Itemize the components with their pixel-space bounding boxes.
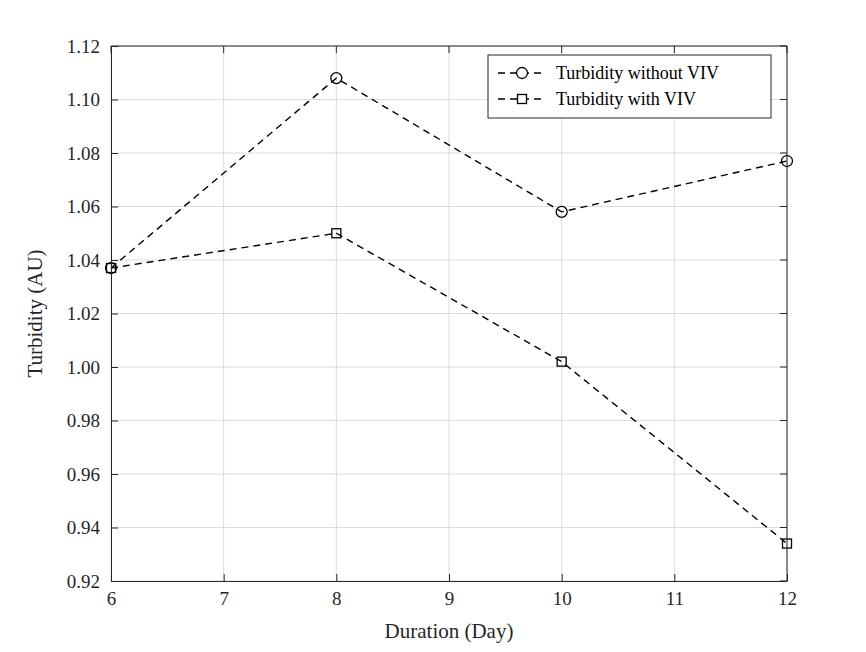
tick-label: 1.00 bbox=[67, 357, 100, 378]
tick-mark bbox=[336, 46, 337, 53]
tick-mark bbox=[111, 207, 118, 208]
series-marker bbox=[331, 73, 342, 84]
tick-label: 6 bbox=[107, 588, 117, 609]
legend-marker bbox=[517, 68, 528, 79]
tick: 1.08 bbox=[67, 143, 118, 164]
tick-label: 0.96 bbox=[67, 464, 100, 485]
series-line bbox=[111, 78, 787, 268]
tick-mark bbox=[780, 420, 787, 421]
tick-label: 1.08 bbox=[67, 143, 100, 164]
grid-line-y bbox=[111, 527, 787, 528]
tick-mark bbox=[449, 46, 450, 53]
tick-mark bbox=[780, 313, 787, 314]
tick-label: 7 bbox=[219, 588, 229, 609]
grid bbox=[111, 46, 787, 581]
tick-mark bbox=[674, 46, 675, 53]
tick: 11 bbox=[666, 574, 684, 609]
tick-label: 1.12 bbox=[67, 36, 100, 57]
tick-mark bbox=[780, 46, 787, 47]
data-area bbox=[106, 73, 793, 548]
tick-mark bbox=[780, 206, 787, 207]
tick-mark bbox=[780, 260, 787, 261]
tick-mark bbox=[336, 574, 337, 581]
tick-mark bbox=[111, 260, 118, 261]
grid-line-y bbox=[111, 420, 787, 421]
tick-label: 9 bbox=[445, 588, 455, 609]
legend-box bbox=[488, 55, 771, 118]
plot-background bbox=[111, 46, 787, 581]
grid-line-y bbox=[111, 206, 787, 207]
tick-label: 10 bbox=[553, 588, 572, 609]
tick-mark bbox=[561, 46, 562, 53]
tick-mark bbox=[780, 99, 787, 100]
tick: 1.06 bbox=[67, 196, 118, 217]
series-line bbox=[111, 233, 787, 543]
tick-mark bbox=[111, 153, 118, 154]
grid-line-y bbox=[111, 153, 787, 154]
tick-mark bbox=[780, 153, 787, 154]
tick: 1.00 bbox=[67, 357, 118, 378]
tick: 0.98 bbox=[67, 410, 118, 431]
tick: 1.12 bbox=[67, 36, 118, 57]
tick-label: 0.98 bbox=[67, 410, 100, 431]
x-axis-title: Duration (Day) bbox=[385, 619, 514, 643]
y-axis: 0.92 0.94 0.96 0.98 1.00 1.02 1.04 1.06 1.08 1.10… bbox=[67, 36, 118, 592]
tick-label: 12 bbox=[778, 588, 797, 609]
tick: 7 bbox=[219, 574, 229, 609]
series-marker bbox=[556, 206, 567, 217]
tick-label: 8 bbox=[332, 588, 342, 609]
tick-mark bbox=[111, 46, 112, 53]
grid-line-y bbox=[111, 313, 787, 314]
tick-mark bbox=[111, 528, 118, 529]
tick: 1.02 bbox=[67, 303, 118, 324]
tick-mark bbox=[223, 46, 224, 53]
tick-label: 1.04 bbox=[67, 250, 101, 271]
tick-mark bbox=[787, 46, 788, 53]
tick-mark bbox=[224, 574, 225, 581]
legend-marker bbox=[518, 95, 527, 104]
tick: 0.96 bbox=[67, 464, 118, 485]
tick-mark bbox=[111, 367, 118, 368]
tick-mark bbox=[780, 527, 787, 528]
tick-mark bbox=[780, 367, 787, 368]
tick-mark bbox=[111, 314, 118, 315]
tick-mark bbox=[674, 574, 675, 581]
tick-mark bbox=[111, 581, 118, 582]
tick-mark bbox=[449, 574, 450, 581]
plot: 6 7 8 9 10 11 12 0.92 0.94 0.96 0.98 1.00 1.02 1.04 1.… bbox=[67, 36, 797, 610]
tick-mark bbox=[111, 100, 118, 101]
legend-label: Turbidity without VIV bbox=[556, 63, 719, 83]
x-axis: 6 7 8 9 10 11 12 bbox=[107, 574, 797, 609]
tick-mark bbox=[111, 421, 118, 422]
series-marker bbox=[557, 357, 566, 366]
tick-label: 11 bbox=[666, 588, 684, 609]
tick: 10 bbox=[553, 574, 572, 609]
tick-mark bbox=[780, 581, 787, 582]
y-axis-title: Turbidity (AU) bbox=[23, 249, 47, 377]
legend-label: Turbidity with VIV bbox=[556, 89, 696, 109]
tick: 0.94 bbox=[67, 517, 118, 538]
tick-label: 1.10 bbox=[67, 89, 100, 110]
grid-line-y bbox=[111, 260, 787, 261]
tick: 8 bbox=[332, 574, 342, 609]
tick: 9 bbox=[445, 574, 455, 609]
tick-label: 0.92 bbox=[67, 571, 100, 592]
legend: Turbidity without VIV Turbidity with VIV bbox=[488, 55, 771, 118]
series-marker bbox=[332, 229, 341, 238]
axis-line bbox=[112, 581, 788, 582]
tick-mark bbox=[111, 474, 118, 475]
tick-mark bbox=[780, 474, 787, 475]
tick-label: 1.02 bbox=[67, 303, 100, 324]
tick-label: 0.94 bbox=[67, 517, 101, 538]
grid-line-y bbox=[111, 474, 787, 475]
tick: 1.04 bbox=[67, 250, 118, 271]
chart: 6 7 8 9 10 11 12 0.92 0.94 0.96 0.98 1.00 1.02 1.04 1.… bbox=[0, 0, 866, 652]
tick-mark bbox=[562, 574, 563, 581]
tick: 0.92 bbox=[67, 571, 118, 592]
grid-line-y bbox=[111, 367, 787, 368]
tick: 1.10 bbox=[67, 89, 118, 110]
tick-label: 1.06 bbox=[67, 196, 100, 217]
